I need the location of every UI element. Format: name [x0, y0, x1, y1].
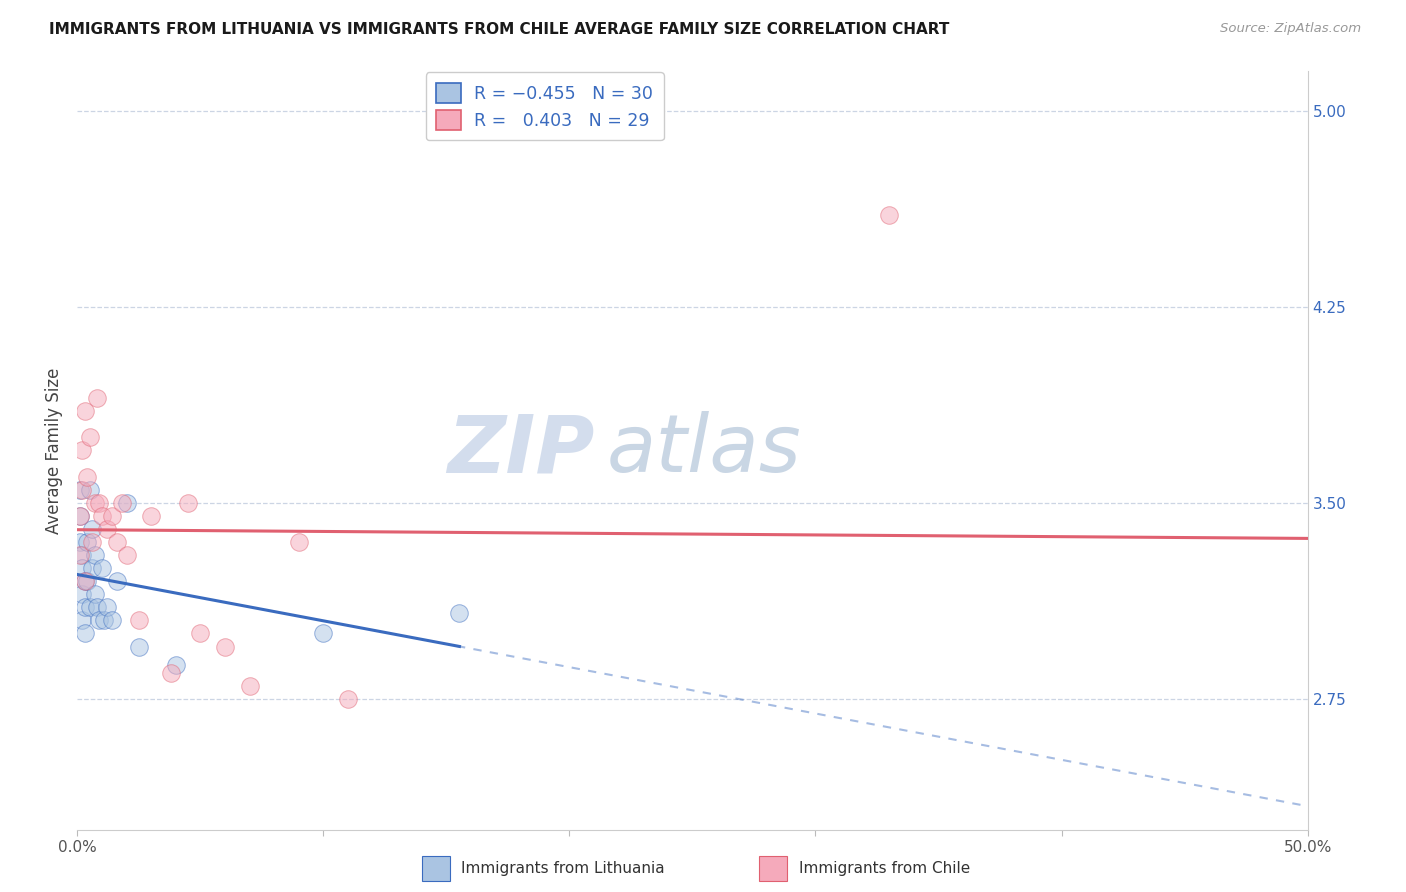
Point [214, 640, 236, 654]
Point [76, 574, 98, 589]
Point [69, 483, 91, 497]
Point [82, 535, 104, 549]
Point [160, 665, 183, 680]
Point [96, 600, 118, 615]
Text: atlas: atlas [606, 411, 801, 490]
Point [447, 606, 470, 620]
Point [70, 614, 93, 628]
Point [69, 508, 91, 523]
Point [83, 587, 105, 601]
Point [141, 508, 163, 523]
Point [70, 587, 93, 601]
Text: Immigrants from Lithuania: Immigrants from Lithuania [461, 862, 665, 876]
Point [69, 548, 91, 562]
Point [101, 614, 124, 628]
Point [73, 574, 96, 589]
Y-axis label: Average Family Size: Average Family Size [45, 368, 63, 533]
Point [79, 483, 101, 497]
Point [76, 469, 98, 483]
Point [105, 535, 128, 549]
Point [177, 496, 200, 510]
Point [86, 391, 108, 405]
Point [128, 614, 150, 628]
Point [73, 626, 96, 640]
Text: Source: ZipAtlas.com: Source: ZipAtlas.com [1220, 22, 1361, 36]
Point [312, 626, 335, 640]
Point [82, 561, 104, 575]
Point [105, 574, 128, 589]
Point [128, 640, 150, 654]
Point [90, 561, 114, 575]
Point [879, 208, 901, 222]
Point [86, 600, 108, 615]
Text: ZIP: ZIP [447, 411, 595, 490]
Point [69, 535, 91, 549]
Point [337, 691, 360, 706]
Point [89, 614, 111, 628]
Point [165, 657, 187, 672]
Point [70, 483, 93, 497]
Point [70, 548, 93, 562]
Point [96, 522, 118, 536]
Point [288, 535, 311, 549]
Point [83, 496, 105, 510]
Point [73, 600, 96, 615]
Point [82, 522, 104, 536]
Point [79, 430, 101, 444]
Point [115, 496, 138, 510]
Point [79, 600, 101, 615]
Point [70, 561, 93, 575]
Point [69, 508, 91, 523]
Point [73, 404, 96, 418]
Legend: R = −0.455   N = 30, R =   0.403   N = 29: R = −0.455 N = 30, R = 0.403 N = 29 [426, 72, 664, 140]
Point [90, 508, 114, 523]
Text: Immigrants from Chile: Immigrants from Chile [799, 862, 970, 876]
Point [188, 626, 212, 640]
Point [111, 496, 132, 510]
Point [115, 548, 138, 562]
Point [239, 679, 262, 693]
Point [93, 614, 115, 628]
Point [89, 496, 111, 510]
Point [76, 535, 98, 549]
Point [83, 548, 105, 562]
Point [101, 508, 124, 523]
Point [73, 574, 96, 589]
Point [70, 443, 93, 458]
Text: IMMIGRANTS FROM LITHUANIA VS IMMIGRANTS FROM CHILE AVERAGE FAMILY SIZE CORRELATI: IMMIGRANTS FROM LITHUANIA VS IMMIGRANTS … [49, 22, 949, 37]
